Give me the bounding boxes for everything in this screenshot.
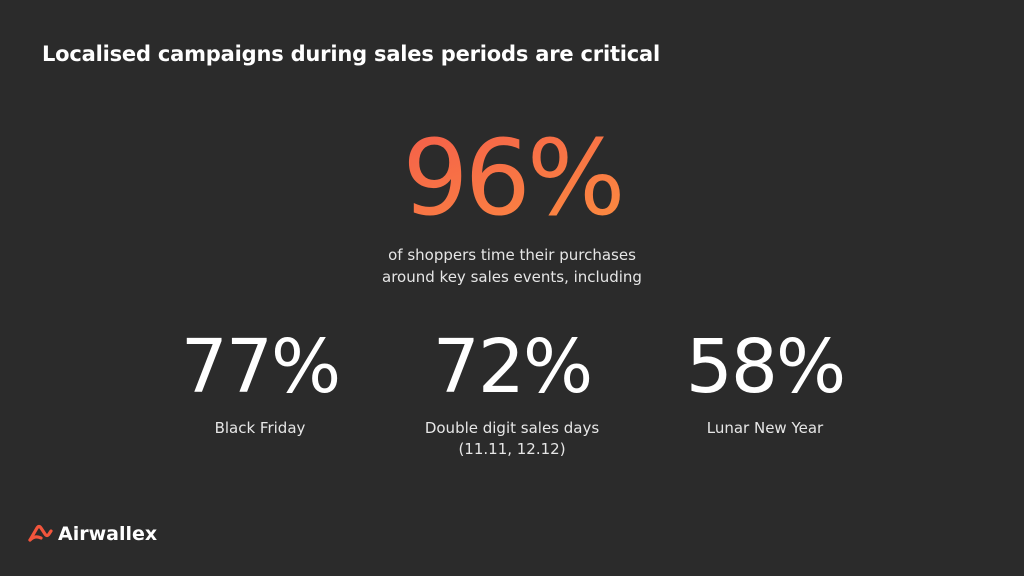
brand-name: Airwallex bbox=[58, 523, 158, 545]
stat-label: Black Friday bbox=[110, 418, 410, 439]
stat-label-line: Double digit sales days bbox=[424, 419, 600, 437]
slide-title: Localised campaigns during sales periods… bbox=[42, 42, 660, 66]
stat-value: 72% bbox=[432, 324, 593, 410]
stat-block: 77% Black Friday bbox=[110, 322, 410, 439]
hero-caption: of shoppers time their purchases around … bbox=[0, 244, 1024, 288]
stat-label: Lunar New Year bbox=[615, 418, 915, 439]
caption-line: around key sales events, including bbox=[382, 268, 642, 286]
stat-block: 58% Lunar New Year bbox=[615, 322, 915, 439]
logo: Airwallex bbox=[28, 523, 157, 545]
hero-stat: 96% bbox=[0, 118, 1024, 238]
stat-label-line: Lunar New Year bbox=[706, 419, 824, 437]
stat-label: Double digit sales days (11.11, 12.12) bbox=[362, 418, 662, 460]
caption-line: of shoppers time their purchases bbox=[388, 246, 636, 264]
stat-value: 58% bbox=[685, 324, 846, 410]
stat-value: 77% bbox=[180, 324, 341, 410]
stat-label-line: Black Friday bbox=[214, 419, 306, 437]
stat-block: 72% Double digit sales days (11.11, 12.12) bbox=[362, 322, 662, 460]
logo-icon bbox=[28, 524, 53, 542]
stat-label-line: (11.11, 12.12) bbox=[458, 440, 566, 458]
